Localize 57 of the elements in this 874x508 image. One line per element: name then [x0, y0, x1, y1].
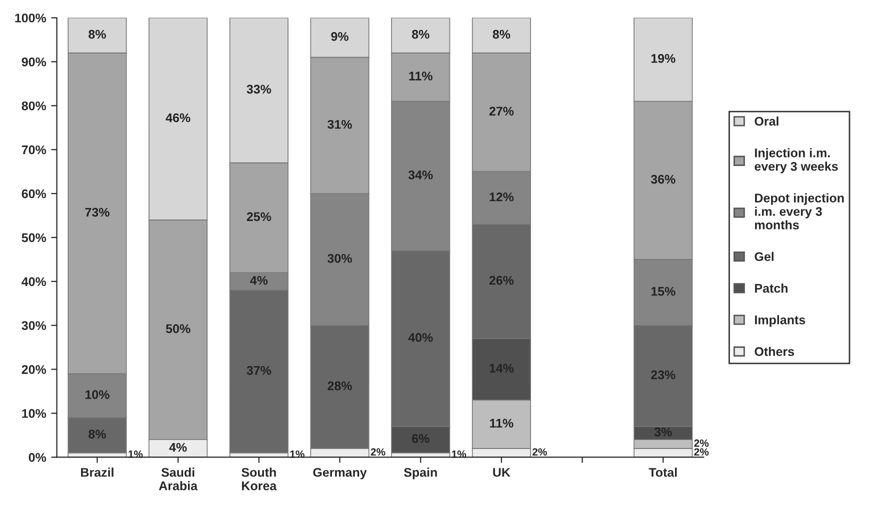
data-label: 25%	[246, 212, 272, 222]
legend-label: Implants	[755, 315, 806, 327]
data-label: 40%	[408, 333, 433, 342]
data-label: 31%	[328, 120, 352, 129]
data-label: 4%	[169, 442, 187, 452]
x-tick-label: Germany	[313, 468, 367, 480]
data-label: 73%	[85, 208, 110, 217]
y-tick-label: 80%	[22, 101, 46, 110]
x-tick-label: Total	[648, 468, 677, 477]
y-tick-label: 70%	[22, 145, 46, 154]
data-label: 2%	[370, 448, 386, 456]
data-label: 11%	[409, 72, 432, 80]
data-label: 28%	[328, 381, 352, 390]
x-tick-label: Brazil	[81, 468, 114, 477]
y-tick-label: 0%	[28, 453, 46, 462]
x-tick-label: Saudi Arabia	[158, 468, 198, 490]
data-label: 8%	[88, 30, 106, 39]
data-label: 11%	[490, 418, 514, 428]
legend-label: Depot injection i.m. every 3 months	[755, 193, 844, 230]
x-tick-label: South Korea	[242, 468, 277, 490]
data-label: 37%	[246, 366, 272, 375]
data-label: 19%	[651, 54, 676, 63]
y-tick-label: 100%	[15, 14, 46, 22]
data-label: 46%	[166, 113, 190, 122]
y-tick-label: 20%	[22, 365, 46, 374]
data-label: 50%	[166, 324, 190, 334]
data-label: 8%	[412, 30, 430, 39]
x-tick-label: UK	[493, 468, 510, 477]
legend-label: Others	[754, 346, 794, 356]
y-tick-label: 30%	[22, 321, 46, 330]
legend-label: Injection i.m. every 3 weeks	[754, 148, 838, 174]
data-label: 15%	[651, 286, 676, 296]
x-tick-label: Spain	[404, 468, 437, 480]
y-tick-label: 40%	[22, 277, 46, 286]
legend-label: Oral	[754, 116, 778, 126]
data-label: 10%	[86, 390, 110, 400]
y-tick-label: 60%	[22, 189, 46, 198]
data-label: 2%	[694, 439, 709, 447]
data-label: 2%	[532, 448, 547, 456]
y-tick-label: 10%	[22, 409, 46, 418]
data-label: 23%	[651, 370, 676, 380]
data-label: 30%	[328, 254, 352, 263]
data-label: 9%	[331, 32, 348, 41]
data-label: 4%	[250, 276, 268, 285]
data-label: 36%	[650, 174, 676, 184]
legend-label: Gel	[754, 252, 774, 262]
y-tick-label: 50%	[22, 233, 46, 242]
data-label: 26%	[489, 276, 514, 285]
data-label: 27%	[489, 106, 514, 116]
data-label: 2%	[694, 448, 709, 456]
legend-label: Patch	[755, 284, 788, 293]
data-label: 33%	[246, 84, 272, 94]
data-label: 12%	[490, 192, 514, 202]
data-label: 34%	[408, 170, 433, 180]
data-label: 8%	[492, 30, 510, 39]
y-tick-label: 90%	[22, 58, 46, 66]
data-label: 8%	[88, 430, 106, 439]
